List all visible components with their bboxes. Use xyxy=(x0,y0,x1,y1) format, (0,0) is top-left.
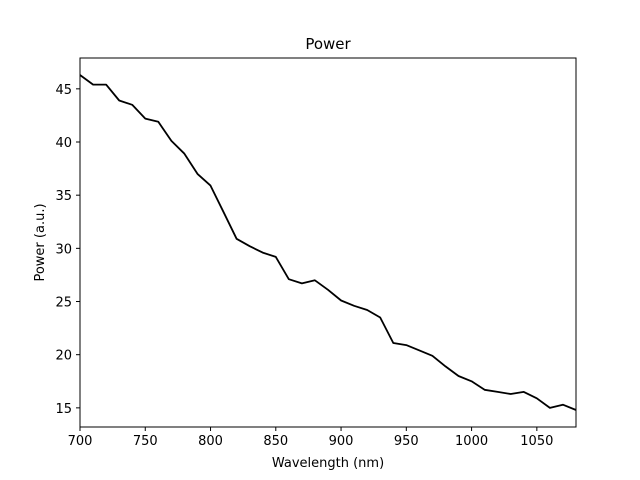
y-tick-label: 45 xyxy=(55,83,72,98)
chart-title: Power xyxy=(305,35,351,53)
y-tick-label: 35 xyxy=(55,189,72,204)
y-tick-label: 40 xyxy=(55,136,72,151)
y-tick-label: 30 xyxy=(55,242,72,257)
y-tick-label: 25 xyxy=(55,296,72,311)
y-tick-label: 20 xyxy=(55,349,72,364)
x-tick-label: 950 xyxy=(394,434,419,449)
series-line xyxy=(79,74,577,411)
x-tick-label: 700 xyxy=(68,434,93,449)
x-tick-label: 750 xyxy=(133,434,158,449)
plot-frame xyxy=(79,57,577,428)
x-tick-label: 900 xyxy=(329,434,354,449)
y-axis-label: Power (a.u.) xyxy=(33,203,48,281)
x-axis-label: Wavelength (nm) xyxy=(272,456,384,471)
x-tick-label: 1050 xyxy=(520,434,553,449)
plot-background xyxy=(80,58,576,427)
y-axis-ticks: 15 20 25 30 35 40 45 xyxy=(55,83,80,417)
x-tick-label: 800 xyxy=(198,434,223,449)
x-tick-label: 1000 xyxy=(455,434,488,449)
x-tick-label: 850 xyxy=(263,434,288,449)
y-tick-label: 15 xyxy=(55,402,72,417)
x-axis-ticks: 700 750 800 850 900 950 1000 1050 xyxy=(68,427,553,449)
